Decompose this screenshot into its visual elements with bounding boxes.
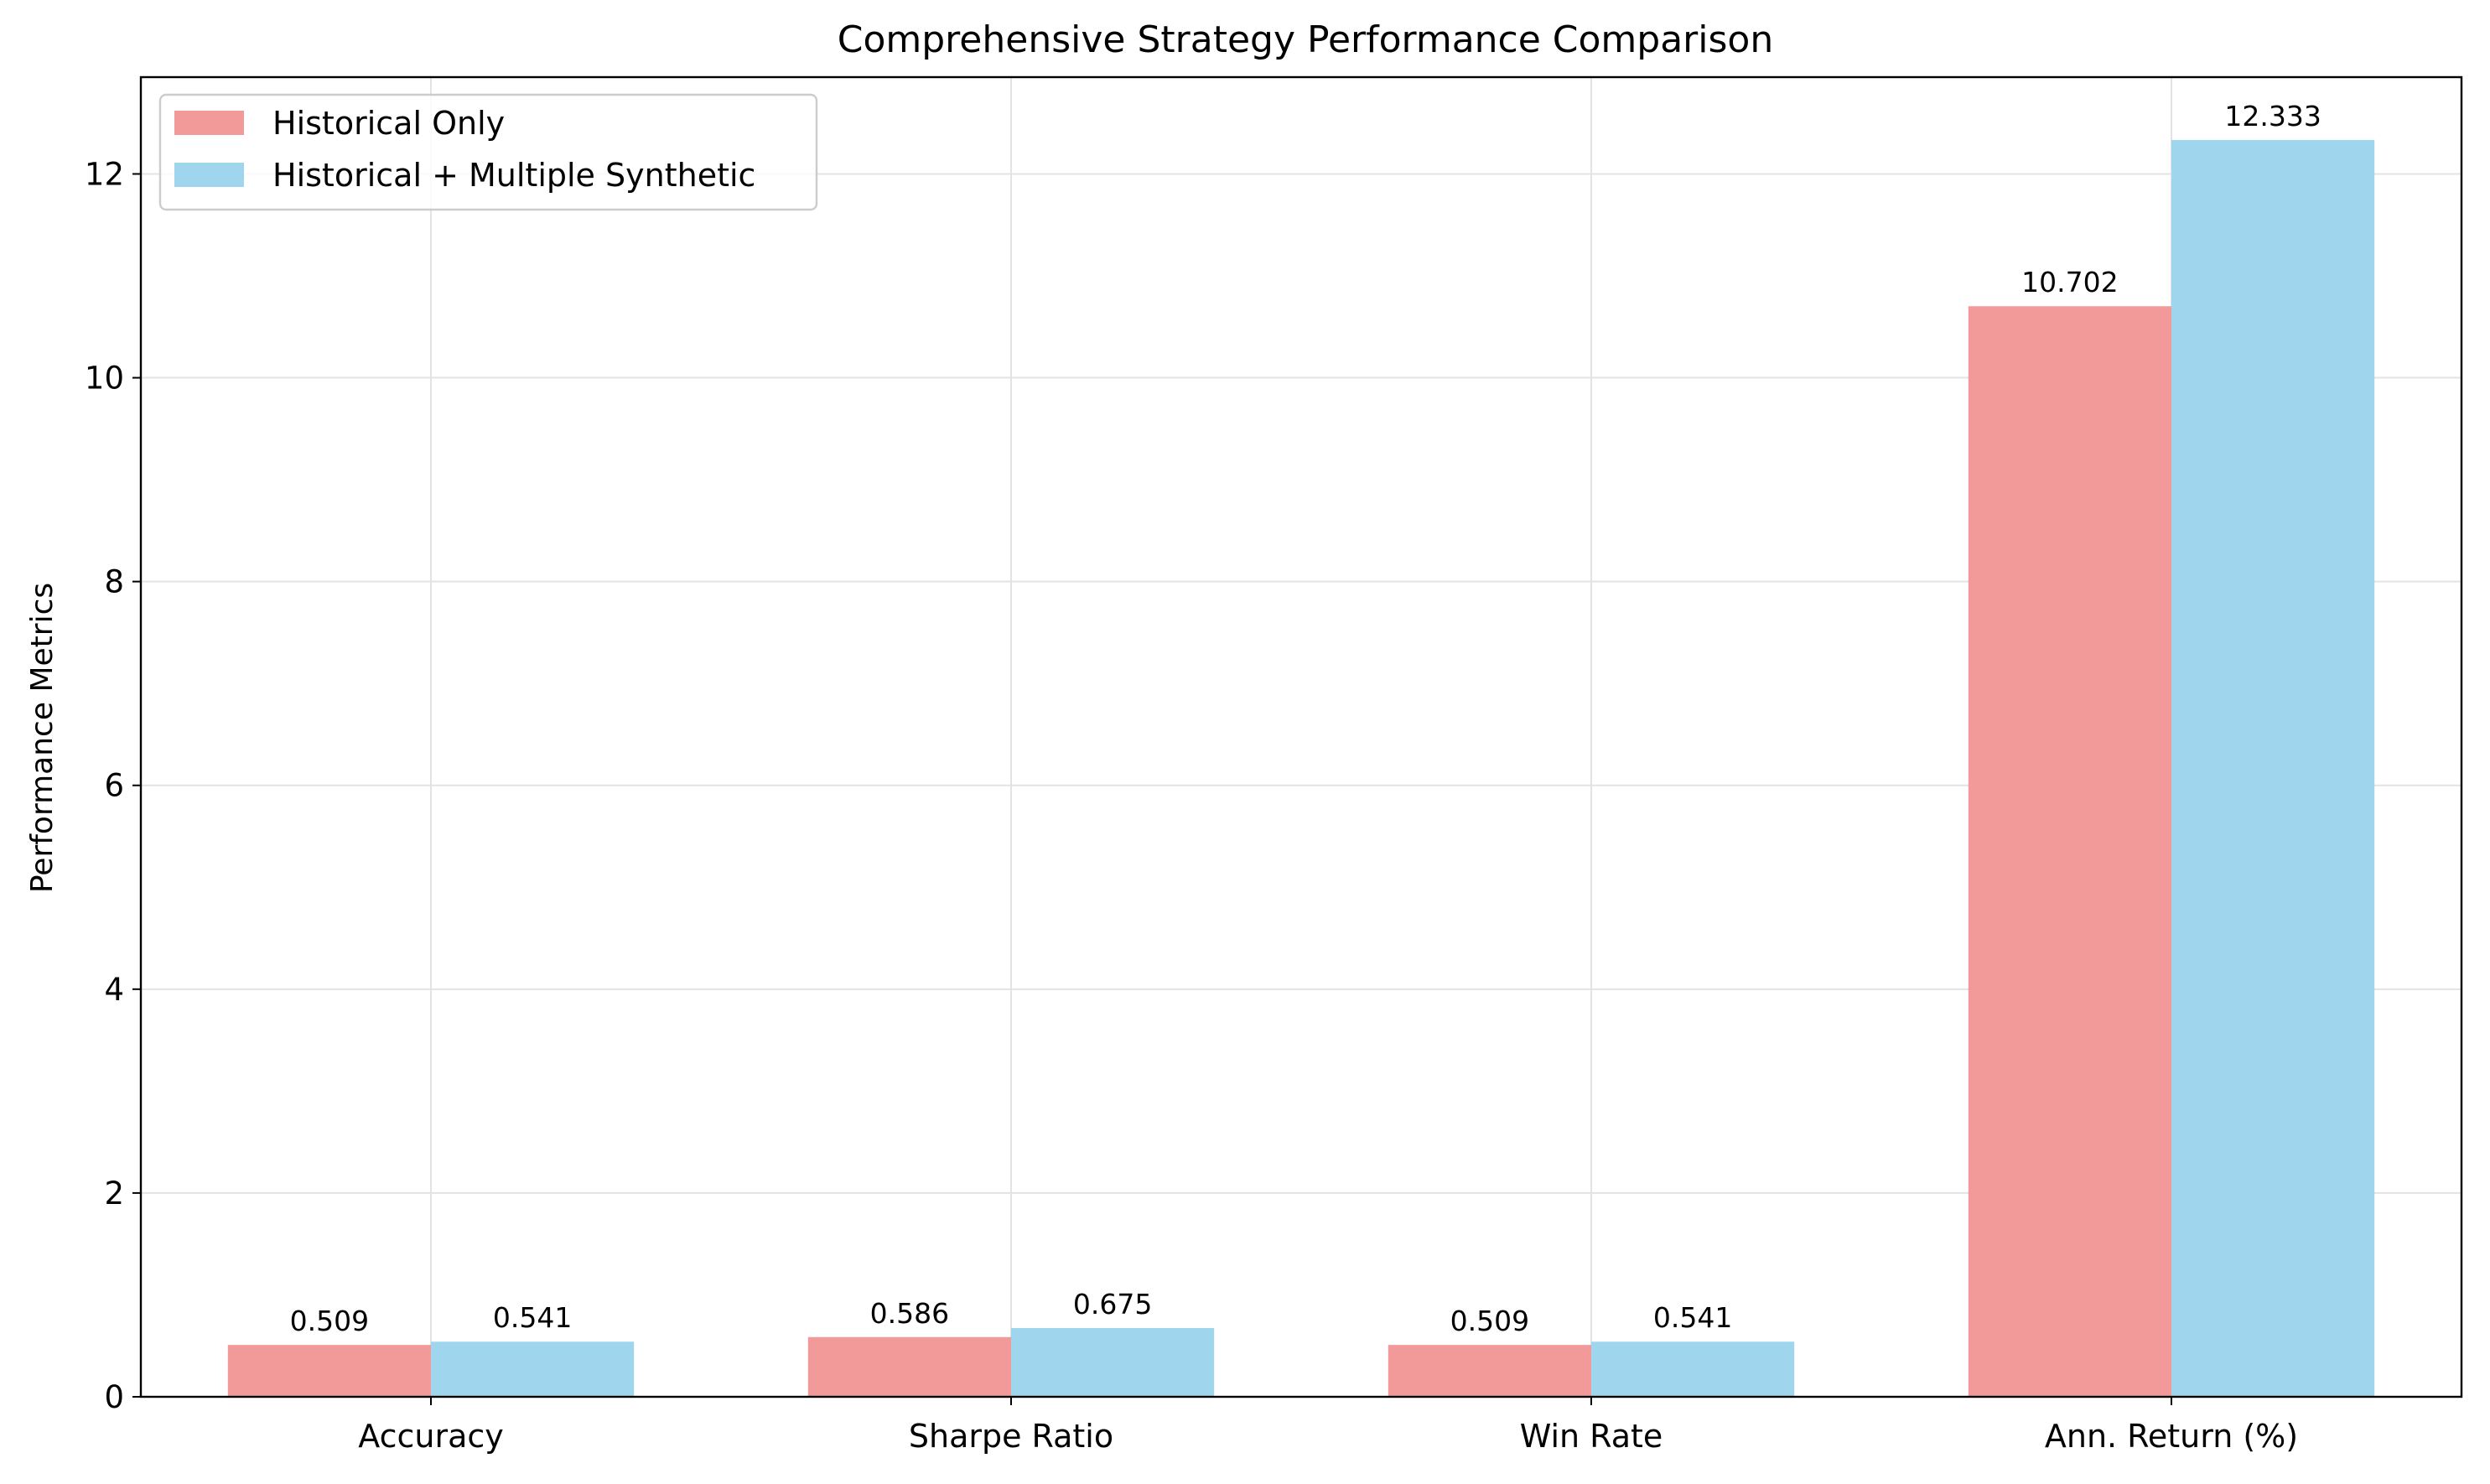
x-tick-label: Win Rate [1520,1418,1663,1455]
y-tick-label: 8 [104,564,124,600]
ticks: 0 2 4 6 8 10 12 Accuracy Sharpe Ratio Win Rate Ann… [85,156,2298,1455]
bar-historical-only [1968,306,2171,1397]
bar-value-label: 0.509 [1450,1305,1529,1337]
bar-historical-multiple-synthetic [2171,139,2375,1397]
x-tick-label: Ann. Return (%) [2045,1418,2298,1455]
y-tick-label: 0 [104,1379,124,1415]
bar-historical-only [227,1345,431,1397]
y-tick-label: 4 [104,972,124,1008]
y-tick-label: 6 [104,768,124,804]
bar-historical-multiple-synthetic [1011,1327,1215,1397]
y-tick-label: 10 [85,361,124,397]
x-tick-label: Sharpe Ratio [909,1418,1113,1455]
legend-frame [158,93,818,211]
bar-historical-only [1388,1345,1591,1397]
chart-title: Comprehensive Strategy Performance Compa… [838,18,1773,61]
bar-value-label: 0.509 [290,1305,369,1337]
legend-label-historical-only: Historical Only [272,105,505,142]
axes-frame [139,75,2463,1398]
legend: Historical Only Historical + Multiple Sy… [158,93,818,211]
y-axis-label: Performance Metrics [25,583,60,893]
legend-label-historical-multiple-synthetic: Historical + Multiple Synthetic [272,157,755,194]
bar-historical-multiple-synthetic [431,1341,635,1397]
bar-value-label: 0.541 [493,1301,572,1334]
bar-value-label: 0.586 [870,1297,949,1330]
bars [227,139,2375,1397]
bar-historical-only [807,1336,1011,1397]
legend-swatch-historical-only [174,111,244,135]
bar-historical-multiple-synthetic [1591,1341,1795,1397]
bar-value-label: 0.541 [1653,1301,1732,1334]
y-tick-label: 2 [104,1175,124,1212]
bar-value-labels: 0.509 0.586 0.509 10.702 0.541 0.675 0.541 12.3… [290,100,2321,1337]
bar-value-label: 10.702 [2021,266,2118,298]
legend-swatch-historical-multiple-synthetic [174,163,244,187]
y-tick-label: 12 [85,156,124,192]
bar-value-label: 12.333 [2224,100,2321,132]
x-tick-label: Accuracy [358,1418,504,1455]
bar-value-label: 0.675 [1073,1288,1152,1321]
